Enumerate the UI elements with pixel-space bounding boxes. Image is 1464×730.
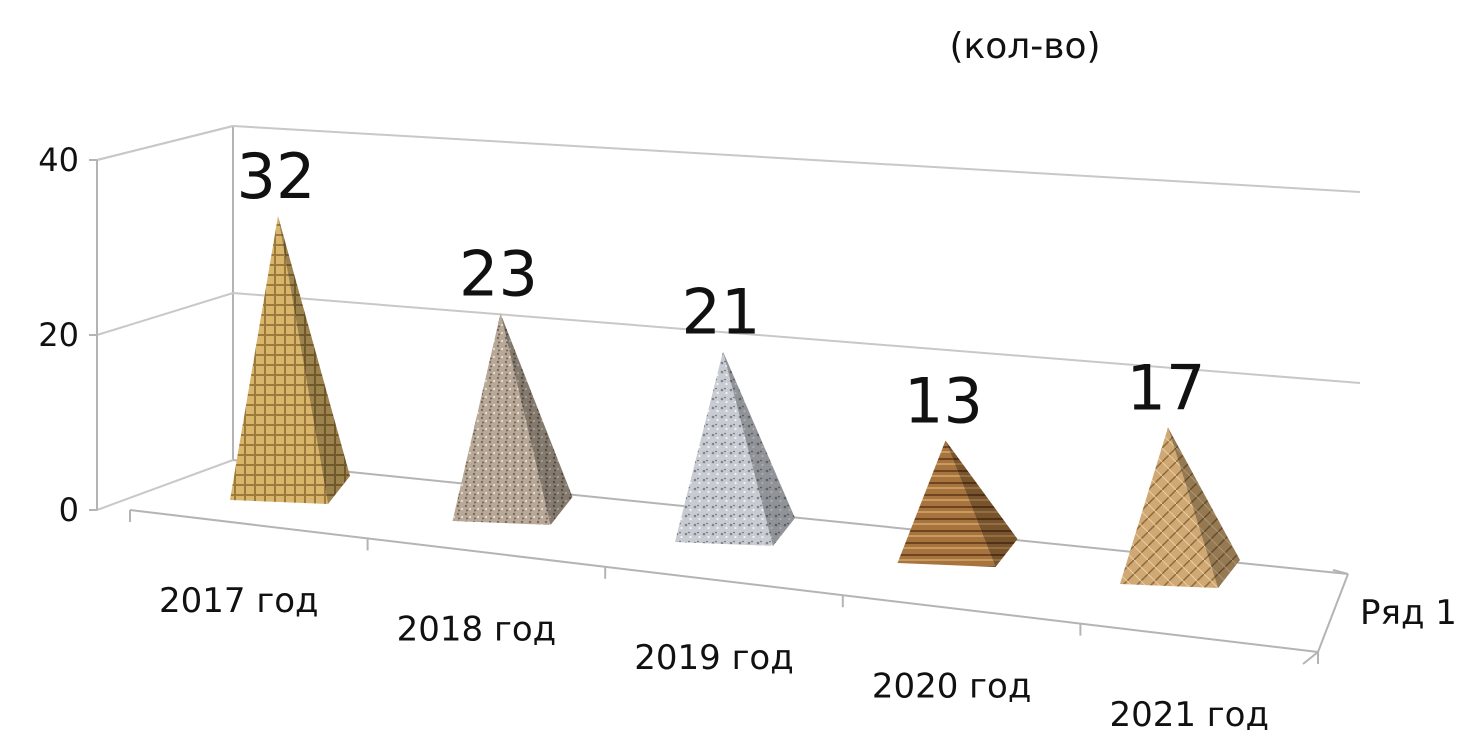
pyramid-front-face bbox=[897, 440, 996, 567]
side-gridline bbox=[96, 125, 234, 161]
x-tick-label: 2021 год bbox=[1109, 695, 1269, 730]
pyramid-side-shade bbox=[278, 216, 350, 504]
data-label: 13 bbox=[904, 365, 983, 438]
x-tick-label: 2018 год bbox=[397, 610, 557, 650]
data-label: 23 bbox=[459, 238, 538, 311]
x-axis-line bbox=[129, 509, 1319, 653]
y-tick-label: 20 bbox=[38, 316, 79, 354]
pyramid-side-shade bbox=[500, 313, 573, 525]
pyramid-side-face bbox=[278, 216, 350, 504]
gridline bbox=[232, 292, 1361, 384]
y-axis: 0 20 40 bbox=[38, 141, 98, 529]
pyramid-front-face bbox=[675, 351, 773, 546]
series-axis-label: Ряд 1 bbox=[1360, 593, 1457, 633]
data-label: 17 bbox=[1127, 352, 1206, 425]
side-gridline bbox=[96, 459, 234, 511]
gridline bbox=[232, 125, 1361, 193]
x-axis: 2017 год 2018 год 2019 год 2020 год 2021 год bbox=[129, 509, 1349, 730]
pyramid-bar bbox=[897, 440, 1018, 567]
data-label: 32 bbox=[237, 140, 316, 213]
y-tick-label: 0 bbox=[59, 491, 79, 529]
pyramid-side-shade bbox=[723, 351, 795, 546]
pyramid-side-face bbox=[1168, 427, 1240, 588]
pyramids bbox=[230, 216, 1240, 588]
floor-right-edge bbox=[1317, 573, 1349, 653]
x-tick-label: 2017 год bbox=[159, 581, 319, 621]
data-label: 21 bbox=[682, 276, 761, 349]
pyramid-side-shade bbox=[945, 440, 1018, 567]
x-tick-label: 2020 год bbox=[872, 666, 1032, 706]
pyramid-side-shade bbox=[1168, 427, 1240, 588]
chart-title: (кол-во) bbox=[949, 26, 1100, 67]
pyramid-bar bbox=[1120, 427, 1240, 588]
depth-tick-mark bbox=[1332, 569, 1349, 575]
y-tick-label: 40 bbox=[38, 141, 79, 179]
pyramid-front-face bbox=[1120, 427, 1218, 588]
gridlines bbox=[96, 125, 1361, 511]
side-gridline bbox=[96, 292, 234, 336]
pyramid-bar bbox=[452, 313, 573, 525]
x-tick-label: 2019 год bbox=[634, 638, 794, 678]
depth-tick-mark bbox=[1302, 651, 1319, 665]
pyramid-front-face bbox=[452, 313, 551, 525]
pyramid-bar bbox=[230, 216, 350, 504]
pyramid-bar bbox=[675, 351, 795, 546]
data-labels: 32 23 21 13 17 bbox=[237, 140, 1206, 438]
pyramid-side-face bbox=[945, 440, 1018, 567]
pyramid-side-face bbox=[500, 313, 573, 525]
pyramid-side-face bbox=[723, 351, 795, 546]
pyramid-front-face bbox=[230, 216, 328, 504]
